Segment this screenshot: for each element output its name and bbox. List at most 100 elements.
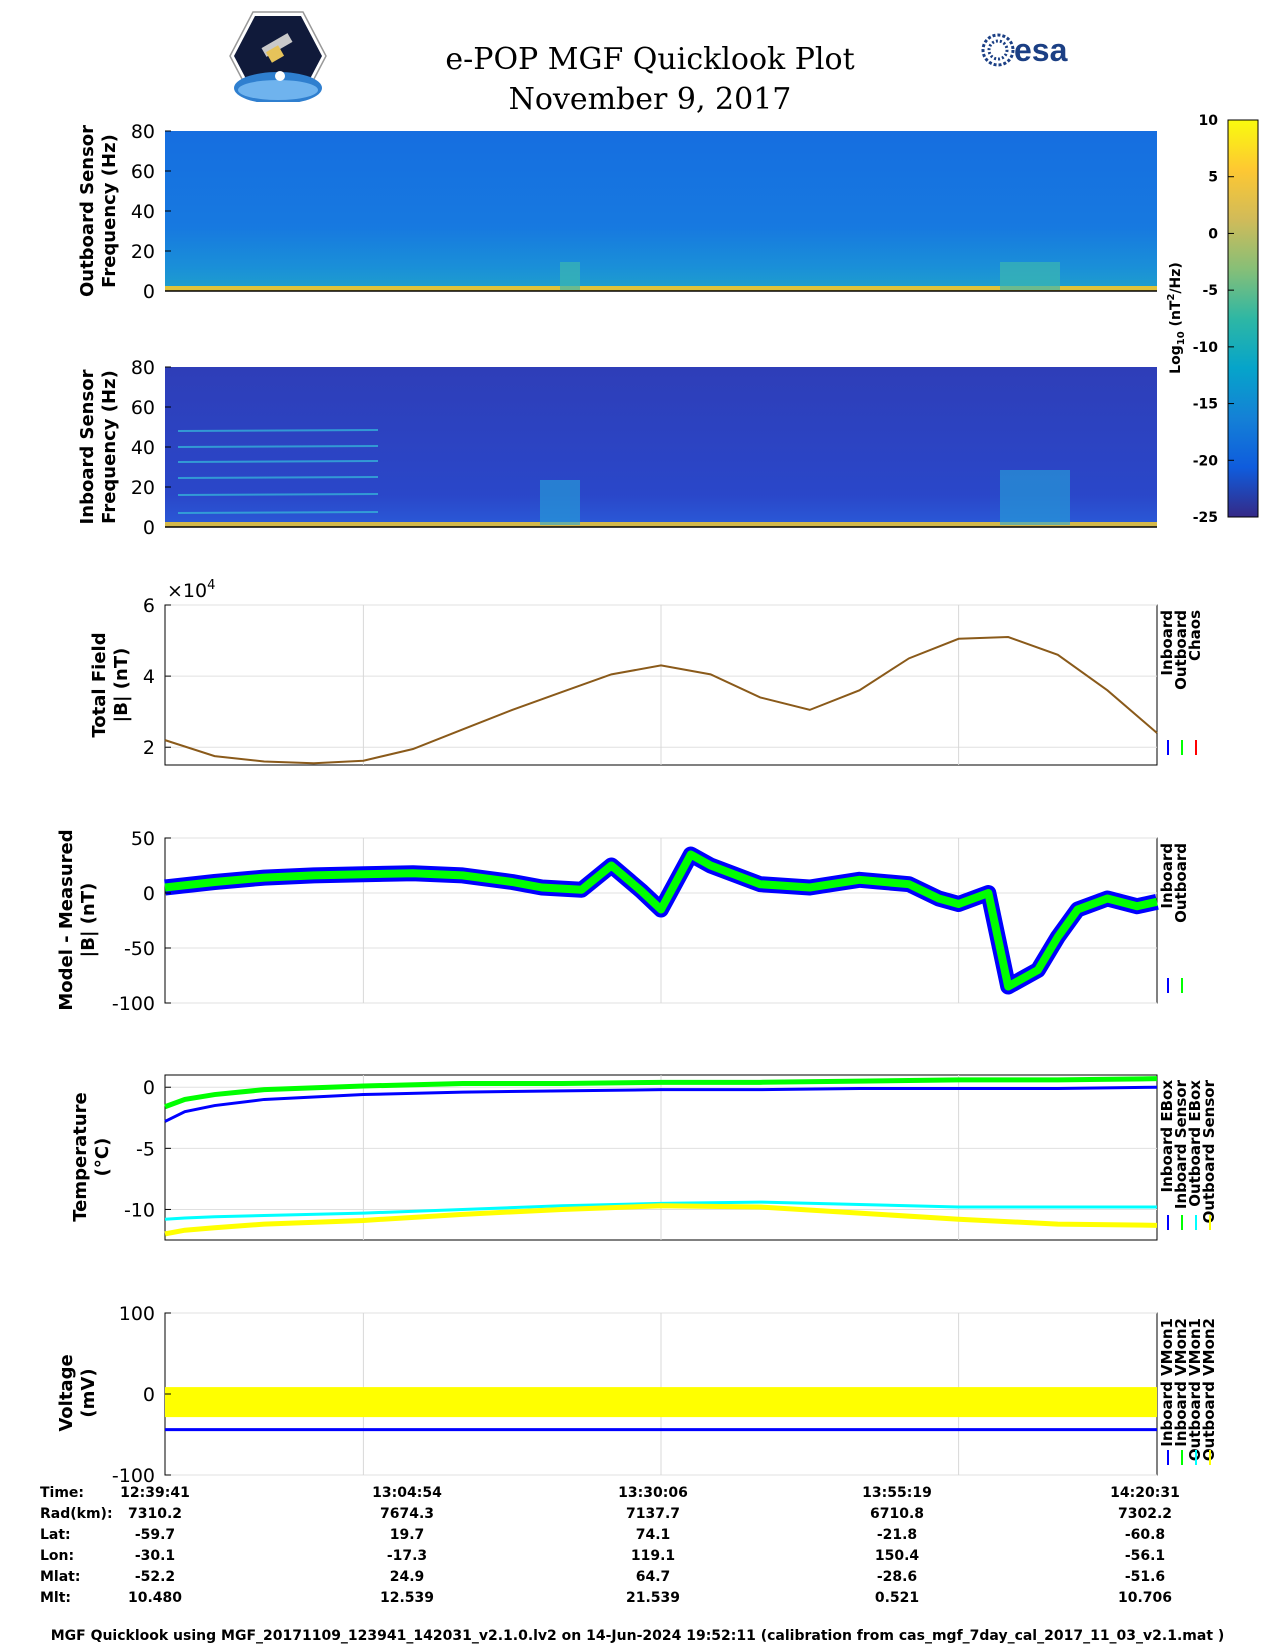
info-row: Mlt: 10.480 12.539 21.539 0.521 10.706 (40, 1590, 1240, 1611)
ytick-label: 50 (131, 828, 155, 850)
info-row: Mlat: -52.2 24.9 64.7 -28.6 -51.6 (40, 1569, 1240, 1590)
model-measured-panel: 50 0 -50 -100 Model - Measured |B| (nT) Inb… (56, 828, 1190, 1015)
ytick-label: 6 (143, 595, 155, 617)
model-measured-outboard-band (164, 850, 1158, 991)
plot-title: e-POP MGF Quicklook Plot (445, 42, 855, 77)
temperature-series-line (164, 1203, 1158, 1237)
info-row-value: 7310.2 (127, 1506, 183, 1522)
colorbar-tick-label: -15 (1193, 397, 1218, 413)
outboard-ylabel-line2: Frequency (Hz) (99, 134, 120, 288)
info-row-value: 7137.7 (625, 1506, 681, 1522)
info-row: Rad(km): 7310.2 7674.3 7137.7 6710.8 7302.2 (40, 1506, 1240, 1527)
legend-entry-label: Inboard EBox (1158, 1080, 1176, 1193)
ytick-label: 0 (143, 281, 155, 303)
ytick-label: 0 (143, 1384, 155, 1406)
colorbar-tick-label: -20 (1193, 453, 1219, 469)
total-field-yticks: 2 4 6 (143, 595, 171, 759)
inboard-ylabel-line1: Inboard Sensor (77, 369, 98, 524)
temperature-yticks: 0 -5 -10 (124, 1077, 171, 1221)
info-row-value: 74.1 (635, 1527, 671, 1543)
ytick-label: 2 (143, 737, 155, 759)
orbit-info-table: Time: 12:39:41 13:04:54 13:30:06 13:55:19 14:… (40, 1485, 1240, 1611)
ytick-label: -5 (136, 1138, 155, 1160)
temperature-series-line (164, 1085, 1158, 1123)
total-field-ylabel-line2: |B| (nT) (111, 648, 132, 723)
voltage-ylabel-line1: Voltage (56, 1354, 77, 1431)
legend-entry-label: Outboard (1172, 843, 1190, 923)
ytick-label: 0 (143, 517, 155, 539)
ytick-label: 0 (143, 1077, 155, 1099)
legend-entry-label: Inboard (1158, 843, 1176, 909)
voltage-outboard-vmon2-band (165, 1387, 1157, 1418)
outboard-spectrogram-burst (1000, 262, 1060, 290)
outboard-spectrogram-low-band (165, 286, 1157, 291)
info-row-label: Rad(km): (40, 1506, 113, 1522)
inboard-spectrogram-burst (1000, 470, 1070, 525)
ytick-label: 0 (143, 883, 155, 905)
info-row-value: -30.1 (134, 1548, 176, 1564)
model-measured-ylabel-line2: |B| (nT) (78, 883, 99, 958)
info-row-value: -59.7 (134, 1527, 176, 1543)
ytick-label: 100 (119, 1303, 155, 1325)
colorbar-tick-label: -25 (1193, 510, 1218, 526)
info-row: Lat: -59.7 19.7 74.1 -21.8 -60.8 (40, 1527, 1240, 1548)
info-row-value: 10.480 (127, 1590, 183, 1606)
model-measured-ylabel-line1: Model - Measured (56, 829, 77, 1010)
esa-logo-text: esa (1014, 32, 1068, 68)
colorbar-tick-label: 10 (1199, 113, 1219, 129)
info-row: Lon: -30.1 -17.3 119.1 150.4 -56.1 (40, 1548, 1240, 1569)
ytick-label: 60 (131, 161, 155, 183)
ytick-label: 80 (131, 357, 155, 379)
voltage-panel: 100 0 -100 Voltage (mV) Inboard VMon1Inboa… (56, 1303, 1218, 1487)
temperature-ylabel-line2: (°C) (92, 1138, 113, 1177)
info-row-label: Mlt: (40, 1590, 72, 1606)
colorbar-label: Log10 (nT2/Hz) (1166, 262, 1187, 374)
info-row-label: Time: (40, 1485, 85, 1501)
ytick-label: 4 (143, 666, 155, 688)
info-row-value: -52.2 (134, 1569, 176, 1585)
esa-logo-icon: esa (981, 32, 1068, 68)
info-row-value: 21.539 (625, 1590, 681, 1606)
inboard-yticks: 0 20 40 60 80 (131, 357, 171, 539)
ytick-label: 80 (131, 121, 155, 143)
info-row-value: 10.706 (1117, 1590, 1173, 1606)
info-row-value: 119.1 (630, 1548, 676, 1564)
temperature-lines (164, 1076, 1158, 1237)
legend-entry-label: Inboard VMon1 (1158, 1318, 1176, 1447)
outboard-spectrogram-burst (560, 262, 580, 290)
info-row: Time: 12:39:41 13:04:54 13:30:06 13:55:19 14:… (40, 1485, 1240, 1506)
ytick-label: -100 (112, 993, 155, 1015)
info-row-value: 24.9 (389, 1569, 425, 1585)
colorbar-tick-label: -10 (1193, 340, 1219, 356)
ytick-label: 40 (131, 437, 155, 459)
info-row-value: 64.7 (635, 1569, 671, 1585)
total-field-grid (165, 604, 1157, 765)
outboard-yticks: 0 20 40 60 80 (131, 121, 171, 303)
colorbar-ticks: 10 5 0 -5 -10 -15 -20 -25 (1193, 113, 1234, 526)
info-row-value: -56.1 (1124, 1548, 1166, 1564)
temperature-ylabel-line1: Temperature (70, 1092, 91, 1221)
colorbar-tick-label: 5 (1208, 170, 1218, 186)
info-row-value: 6710.8 (869, 1506, 925, 1522)
info-row-value: -17.3 (386, 1548, 428, 1564)
voltage-ylabel-line2: (mV) (78, 1368, 99, 1417)
total-field-ylabel-line1: Total Field (89, 632, 110, 737)
inboard-harmonic-lines (177, 429, 379, 514)
temperature-panel: 0 -5 -10 Temperature (°C) Inboard EBoxInbo… (70, 1074, 1218, 1241)
info-row-value: 13:04:54 (372, 1485, 442, 1501)
inboard-spectrogram-burst (540, 480, 580, 525)
info-row-label: Mlat: (40, 1569, 81, 1585)
info-row-value: 13:55:19 (862, 1485, 932, 1501)
legend-entry-label: Outboard VMon2 (1200, 1318, 1218, 1461)
colorbar-tick-label: -5 (1202, 283, 1218, 299)
outboard-spectrogram-panel: 0 20 40 60 80 Outboard Sensor Frequency (Hz) (77, 121, 1157, 303)
total-field-exponent: ×104 (167, 578, 215, 602)
colorbar-gradient (1227, 119, 1259, 518)
ytick-label: 40 (131, 201, 155, 223)
epop-mission-logo-icon (229, 11, 327, 102)
ytick-label: -50 (124, 938, 155, 960)
